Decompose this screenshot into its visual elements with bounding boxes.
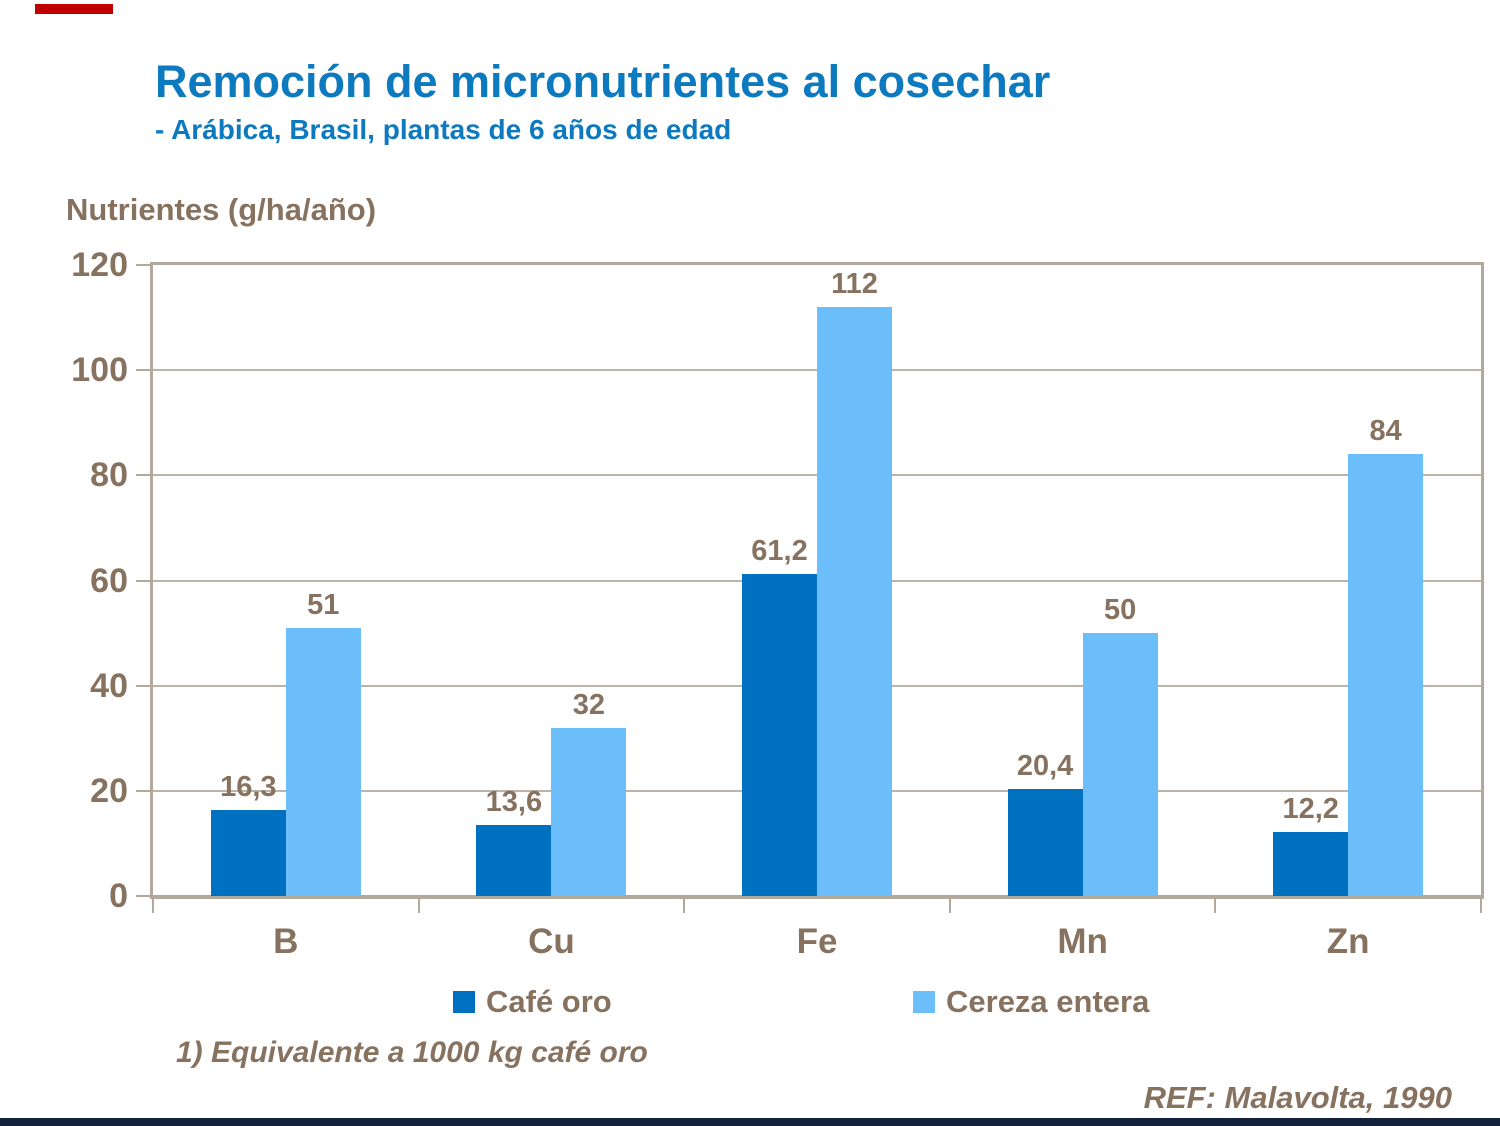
- bar-value-label: 13,6: [485, 785, 543, 818]
- x-category-label: Cu: [528, 922, 575, 961]
- legend-label: Cereza entera: [946, 984, 1150, 1019]
- legend-label: Café oro: [486, 984, 612, 1019]
- bar-value-label: 12,2: [1282, 792, 1339, 825]
- y-axis-tick: [136, 684, 150, 687]
- bar-value-label: 61,2: [751, 535, 808, 568]
- x-axis-tick: [1214, 899, 1217, 913]
- y-axis-tick: [136, 264, 150, 266]
- x-axis-tick: [152, 899, 154, 913]
- bar-value-label: 51: [307, 588, 340, 621]
- bar-value-label: 112: [831, 268, 878, 301]
- y-tick-label: 0: [109, 877, 128, 915]
- bar-Zn-cereza-entera: [1348, 454, 1424, 896]
- y-axis-tick: [136, 474, 150, 477]
- x-axis-tick: [683, 899, 686, 913]
- y-axis-tick: [136, 789, 150, 792]
- legend-item: Café oro: [453, 984, 612, 1020]
- legend-item: Cereza entera: [913, 984, 1149, 1020]
- bar-Fe-cereza-entera: [817, 307, 892, 896]
- y-axis-tick: [136, 895, 150, 897]
- y-axis-tick: [136, 369, 150, 372]
- bar-value-label: 32: [572, 688, 606, 721]
- slide-accent-bar: [35, 4, 113, 14]
- reference-citation: REF: Malavolta, 1990: [1143, 1080, 1452, 1115]
- x-axis-line: [150, 895, 1484, 899]
- plot-area: 0 20 40 60 80 100 120 16,3 51 B 13,6 32 Cu 61,2 112 Fe 2…: [71, 248, 1484, 961]
- y-tick-label: 80: [90, 456, 128, 495]
- y-tick-label: 100: [71, 351, 128, 390]
- y-tick-label: 60: [90, 561, 128, 600]
- x-category-label: B: [273, 922, 299, 961]
- x-axis-tick: [948, 899, 951, 913]
- x-category-label: Zn: [1326, 922, 1370, 961]
- chart-title: Remoción de micronutrientes al cosechar: [155, 56, 1051, 107]
- chart-subtitle: - Arábica, Brasil, plantas de 6 años de …: [155, 114, 732, 145]
- bar-Mn-cafe-oro: [1007, 788, 1083, 896]
- bar-Cu-cereza-entera: [551, 727, 627, 896]
- legend-swatch-icon: [453, 991, 475, 1013]
- bar-value-label: 50: [1103, 594, 1137, 627]
- bar-value-label: 84: [1369, 415, 1402, 448]
- legend-swatch-icon: [913, 991, 935, 1013]
- bar-Fe-cafe-oro: [742, 574, 817, 896]
- bar-B-cereza-entera: [285, 627, 361, 896]
- legend: Café oro Cereza entera: [150, 984, 1478, 1020]
- footnote: 1) Equivalente a 1000 kg café oro: [176, 1036, 648, 1069]
- slide-bottom-bar: [0, 1118, 1500, 1126]
- bar-B-cafe-oro: [210, 810, 286, 896]
- x-category-label: Fe: [796, 922, 838, 961]
- bar-value-label: 16,3: [220, 771, 277, 804]
- bar-Mn-cereza-entera: [1082, 633, 1158, 896]
- bar-Cu-cafe-oro: [476, 824, 552, 896]
- y-axis-tick: [136, 579, 150, 582]
- x-category-label: Mn: [1057, 922, 1108, 961]
- y-tick-label: 40: [90, 666, 128, 705]
- y-tick-label: 120: [71, 246, 128, 284]
- y-axis-title: Nutrientes (g/ha/año): [66, 192, 377, 227]
- bar-Zn-cafe-oro: [1273, 831, 1349, 896]
- x-axis-tick: [417, 899, 420, 913]
- x-axis-tick: [1480, 899, 1482, 913]
- bar-value-label: 20,4: [1016, 749, 1074, 782]
- y-tick-label: 20: [90, 771, 128, 810]
